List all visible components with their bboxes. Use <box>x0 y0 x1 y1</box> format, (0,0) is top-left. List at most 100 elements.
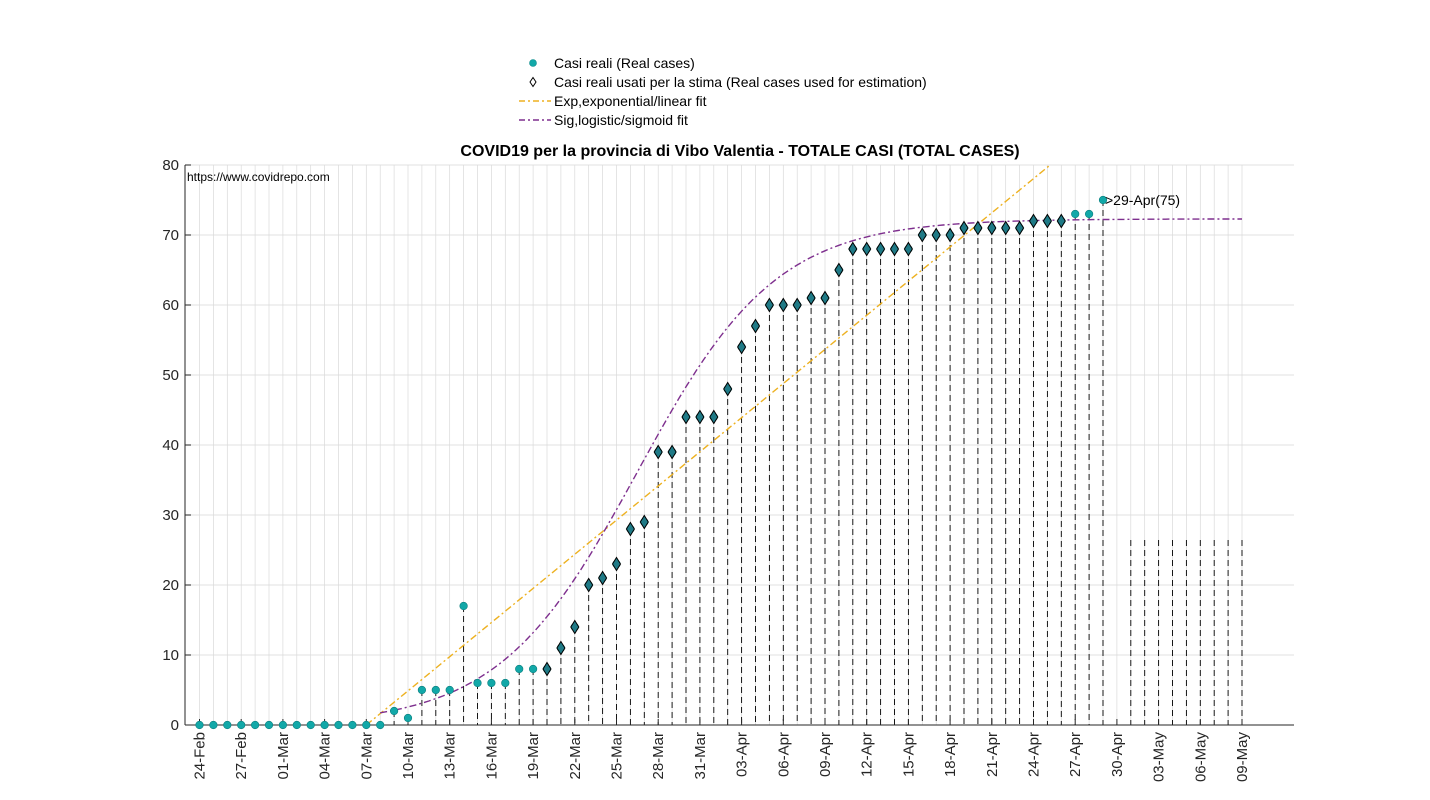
x-tick-label: 27-Feb <box>233 732 250 780</box>
estimation-point <box>1001 220 1011 236</box>
estimation-point <box>959 220 969 236</box>
estimation-point <box>570 619 580 635</box>
real-case-point <box>223 720 232 730</box>
y-tick-label: 80 <box>162 157 179 174</box>
real-case-point <box>251 720 260 730</box>
real-case-point <box>1098 195 1108 205</box>
x-tick-label: 30-Apr <box>1109 732 1126 777</box>
legend-label: Sig,logistic/sigmoid fit <box>554 112 688 128</box>
estimation-point <box>667 444 677 460</box>
x-tick-label: 24-Feb <box>192 732 209 780</box>
x-tick-label: 24-Apr <box>1026 732 1043 777</box>
estimation-point <box>1042 213 1052 229</box>
real-case-point <box>195 720 204 730</box>
estimation-point <box>1015 220 1025 236</box>
y-tick-label: 40 <box>162 437 179 454</box>
real-case-point <box>348 720 357 730</box>
real-case-point <box>1084 209 1094 219</box>
x-tick-label: 28-Mar <box>650 732 667 780</box>
real-case-point <box>264 720 274 730</box>
real-case-point <box>528 664 538 674</box>
exp-fit-line <box>365 164 1051 726</box>
x-tick-label: 19-Mar <box>525 732 542 780</box>
real-case-point <box>417 685 427 695</box>
legend-orange-line-icon <box>519 100 551 102</box>
stem-layer <box>393 200 1243 725</box>
y-tick-label: 10 <box>162 647 179 664</box>
estimation-point <box>639 514 649 530</box>
label-layer: 0 10 20 30 40 50 60 70 80 24-Feb 27-Feb 01-Mar 04-Ma… <box>162 157 1251 782</box>
estimation-point <box>542 661 552 677</box>
real-case-point <box>487 678 496 688</box>
x-tick-label: 03-May <box>1151 732 1168 783</box>
last-value-annotation: >29-Apr(75) <box>1105 192 1180 208</box>
estimation-point <box>1028 213 1039 229</box>
estimation-point <box>820 290 830 306</box>
x-tick-label: 15-Apr <box>900 732 917 777</box>
sigmoid-fit-line <box>380 218 1242 714</box>
y-tick-label: 20 <box>162 577 179 594</box>
estimation-point <box>834 262 844 278</box>
estimation-point <box>778 297 788 313</box>
x-tick-label: 01-Mar <box>275 732 292 780</box>
legend-label: Casi reali usati per la stima (Real case… <box>554 74 927 90</box>
legend-label: Casi reali (Real cases) <box>554 55 695 71</box>
estimation-point <box>723 381 733 397</box>
real-case-point <box>445 685 454 695</box>
real-case-point <box>320 720 329 730</box>
legend-diamond-icon <box>529 76 537 88</box>
real-case-point <box>473 678 482 688</box>
y-tick-label: 50 <box>162 367 179 384</box>
y-tick-label: 70 <box>162 227 179 244</box>
point-layer <box>195 195 1108 730</box>
real-case-point <box>334 720 343 730</box>
real-case-point <box>376 720 385 730</box>
real-case-point <box>237 720 246 730</box>
estimation-point <box>945 227 955 243</box>
x-tick-label: 25-Mar <box>609 732 626 780</box>
real-case-point <box>292 720 301 730</box>
x-tick-label: 21-Apr <box>984 732 1001 777</box>
legend-purple-line-icon <box>519 119 551 121</box>
estimation-point <box>876 241 886 257</box>
real-case-point <box>1071 209 1080 219</box>
estimation-point <box>681 409 691 425</box>
x-tick-label: 06-May <box>1192 732 1209 783</box>
legend: Casi reali (Real cases) Casi reali usati… <box>513 53 968 131</box>
real-case-point <box>306 720 315 730</box>
x-tick-label: 09-May <box>1234 732 1251 783</box>
estimation-point <box>611 556 622 572</box>
estimation-point <box>806 290 816 306</box>
real-case-point <box>515 664 524 674</box>
grid-layer <box>185 164 1294 726</box>
line-layer <box>365 164 1242 726</box>
real-case-point <box>431 685 440 695</box>
estimation-point <box>973 220 983 236</box>
estimation-point <box>737 339 747 355</box>
estimation-point <box>556 640 566 656</box>
x-tick-label: 04-Mar <box>317 732 334 780</box>
x-tick-label: 03-Apr <box>734 732 751 777</box>
x-tick-label: 22-Mar <box>567 732 584 780</box>
estimation-point <box>709 409 719 425</box>
estimation-point <box>584 577 594 593</box>
estimation-point <box>862 241 872 257</box>
y-tick-label: 60 <box>162 297 179 314</box>
x-tick-label: 12-Apr <box>859 732 876 777</box>
real-case-point <box>390 706 399 716</box>
estimation-point <box>931 227 941 243</box>
estimation-point <box>764 297 774 313</box>
x-tick-label: 07-Mar <box>358 732 375 780</box>
estimation-point <box>653 444 663 460</box>
estimation-point <box>750 318 761 334</box>
real-case-point <box>278 720 288 730</box>
estimation-point <box>598 570 608 586</box>
real-case-point <box>501 678 510 688</box>
estimation-point <box>625 521 635 537</box>
real-case-point <box>403 713 413 723</box>
estimation-point <box>903 241 913 257</box>
x-tick-label: 18-Apr <box>942 732 959 777</box>
legend-label: Exp,exponential/linear fit <box>554 93 707 109</box>
x-tick-label: 31-Mar <box>692 732 709 780</box>
